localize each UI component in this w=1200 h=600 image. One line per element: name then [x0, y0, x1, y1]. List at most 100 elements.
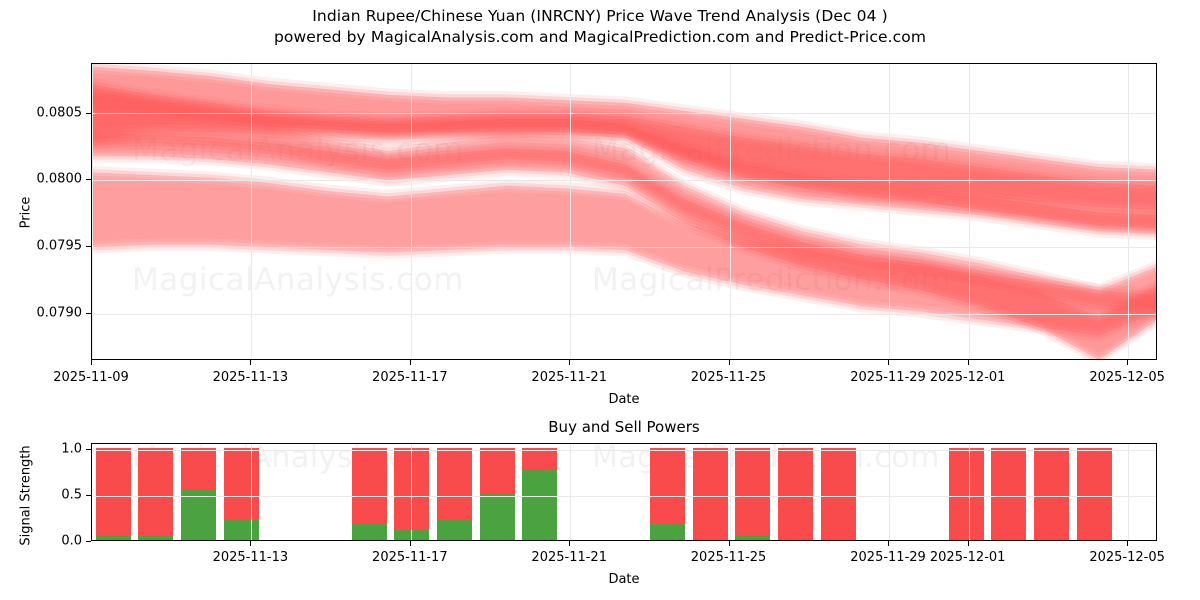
signal-bar[interactable]	[351, 447, 387, 540]
signal-bar[interactable]	[1076, 447, 1112, 540]
y-tick-label: 0.0805	[36, 105, 83, 120]
buy-power-segment	[223, 519, 259, 540]
y-tick-mark	[86, 179, 91, 181]
wave-band-feather	[92, 88, 1156, 226]
signal-bar[interactable]	[948, 447, 984, 540]
sell-power-segment	[522, 447, 558, 469]
signal-bar[interactable]	[1033, 447, 1069, 540]
sell-power-segment	[138, 447, 174, 536]
gridline-vertical	[969, 444, 970, 540]
buy-power-segment	[351, 524, 387, 540]
gridline-vertical	[411, 64, 412, 359]
wave-band-upper-band-2-high	[92, 84, 1156, 234]
signal-bar[interactable]	[650, 447, 686, 540]
y-tick-label: 0.0790	[36, 305, 83, 321]
buy-sell-xlabel: Date	[608, 572, 640, 587]
wave-band-feather	[92, 115, 1156, 311]
buy-power-segment	[650, 524, 686, 540]
x-tick-label: 2025-11-29	[850, 550, 926, 565]
price-wave-panel: MagicalAnalysis.com MagicalPrediction.com…	[18, 63, 1165, 407]
signal-bar[interactable]	[692, 447, 728, 540]
sell-power-segment	[692, 447, 728, 540]
signal-bar[interactable]	[991, 447, 1027, 540]
signal-bar[interactable]	[522, 447, 558, 540]
gridline-vertical	[1128, 64, 1129, 359]
gridline-vertical	[730, 444, 731, 540]
wave-band-feather	[92, 64, 1156, 207]
buy-power-segment	[436, 519, 472, 540]
x-tick-label: 2025-11-21	[531, 370, 607, 385]
x-tick-mark	[1127, 541, 1129, 546]
gridline-vertical	[251, 444, 252, 540]
sell-power-segment	[778, 447, 814, 540]
sell-power-segment	[95, 447, 131, 536]
x-tick-label: 2025-11-09	[53, 370, 129, 385]
wave-band-deep-tail-high	[92, 132, 1156, 359]
title-line-2: powered by MagicalAnalysis.com and Magic…	[273, 28, 927, 46]
signal-bar[interactable]	[138, 447, 174, 540]
gridline-vertical	[730, 64, 731, 359]
gridline-vertical	[570, 444, 571, 540]
x-tick-mark	[888, 360, 890, 365]
x-tick-mark	[569, 360, 571, 365]
sell-power-segment	[650, 447, 686, 525]
gridline-vertical	[889, 444, 890, 540]
wave-band-feather	[92, 125, 1156, 354]
buy-power-segment	[138, 535, 174, 540]
y-tick-label: 1.0	[61, 441, 82, 457]
y-tick-mark	[86, 541, 91, 542]
x-tick-label: 2025-11-17	[372, 370, 448, 385]
x-tick-label: 2025-11-21	[531, 550, 607, 565]
gridline-horizontal	[92, 496, 1156, 497]
wave-band-feather	[92, 90, 1156, 241]
sell-power-segment	[479, 447, 515, 494]
signal-bar[interactable]	[778, 447, 814, 540]
sell-power-segment	[351, 447, 387, 525]
x-tick-label: 2025-12-01	[929, 370, 1006, 385]
signal-bar[interactable]	[223, 447, 259, 540]
x-tick-mark	[250, 360, 252, 365]
gridline-vertical	[1128, 444, 1129, 540]
buy-sell-panel-title: Buy and Sell Powers	[548, 418, 700, 436]
x-tick-label: 2025-12-05	[1089, 550, 1165, 565]
wave-band-feather	[92, 165, 1156, 330]
signal-bar[interactable]	[479, 447, 515, 540]
x-tick-mark	[569, 541, 571, 546]
page-title: Indian Rupee/Chinese Yuan (INRCNY) Price…	[0, 6, 1200, 48]
y-tick-label: 0.0	[61, 533, 82, 549]
y-tick-label: 0.0795	[36, 238, 83, 254]
buy-power-segment	[181, 489, 217, 540]
wave-band-lower-band-high	[92, 172, 1156, 336]
signal-bar[interactable]	[820, 447, 856, 540]
wave-band-upper-band-1-high	[92, 66, 1156, 210]
sell-power-segment	[735, 447, 771, 536]
wave-band-feather	[92, 87, 1156, 238]
x-tick-mark	[967, 541, 969, 546]
wave-band-feather	[92, 80, 1156, 231]
buy-power-segment	[735, 535, 771, 540]
title-line-1: Indian Rupee/Chinese Yuan (INRCNY) Price…	[312, 7, 888, 25]
x-tick-mark	[967, 360, 969, 365]
bar-group	[92, 444, 1156, 540]
wave-band-feather	[92, 77, 1156, 228]
x-tick-label: 2025-11-13	[212, 550, 289, 565]
price-wave-ylabel: Price	[18, 196, 34, 229]
wave-band-feather	[92, 85, 1156, 223]
buy-power-segment	[95, 535, 131, 540]
gridline-horizontal	[92, 450, 1156, 451]
y-tick-label: 0.5	[61, 487, 82, 503]
signal-bar[interactable]	[181, 447, 217, 540]
wave-band-feather	[92, 112, 1156, 308]
x-tick-label: 2025-12-01	[929, 550, 1006, 565]
x-tick-label: 2025-11-25	[690, 550, 767, 565]
sell-power-segment	[436, 447, 472, 520]
signal-bar[interactable]	[95, 447, 131, 540]
sell-power-segment	[1076, 447, 1112, 540]
signal-bar[interactable]	[735, 447, 771, 540]
gridline-horizontal	[92, 314, 1156, 315]
buy-sell-ylabel: Signal Strength	[18, 445, 34, 546]
sell-power-segment	[948, 447, 984, 540]
wave-band-feather	[92, 138, 1156, 359]
signal-bar[interactable]	[436, 447, 472, 540]
